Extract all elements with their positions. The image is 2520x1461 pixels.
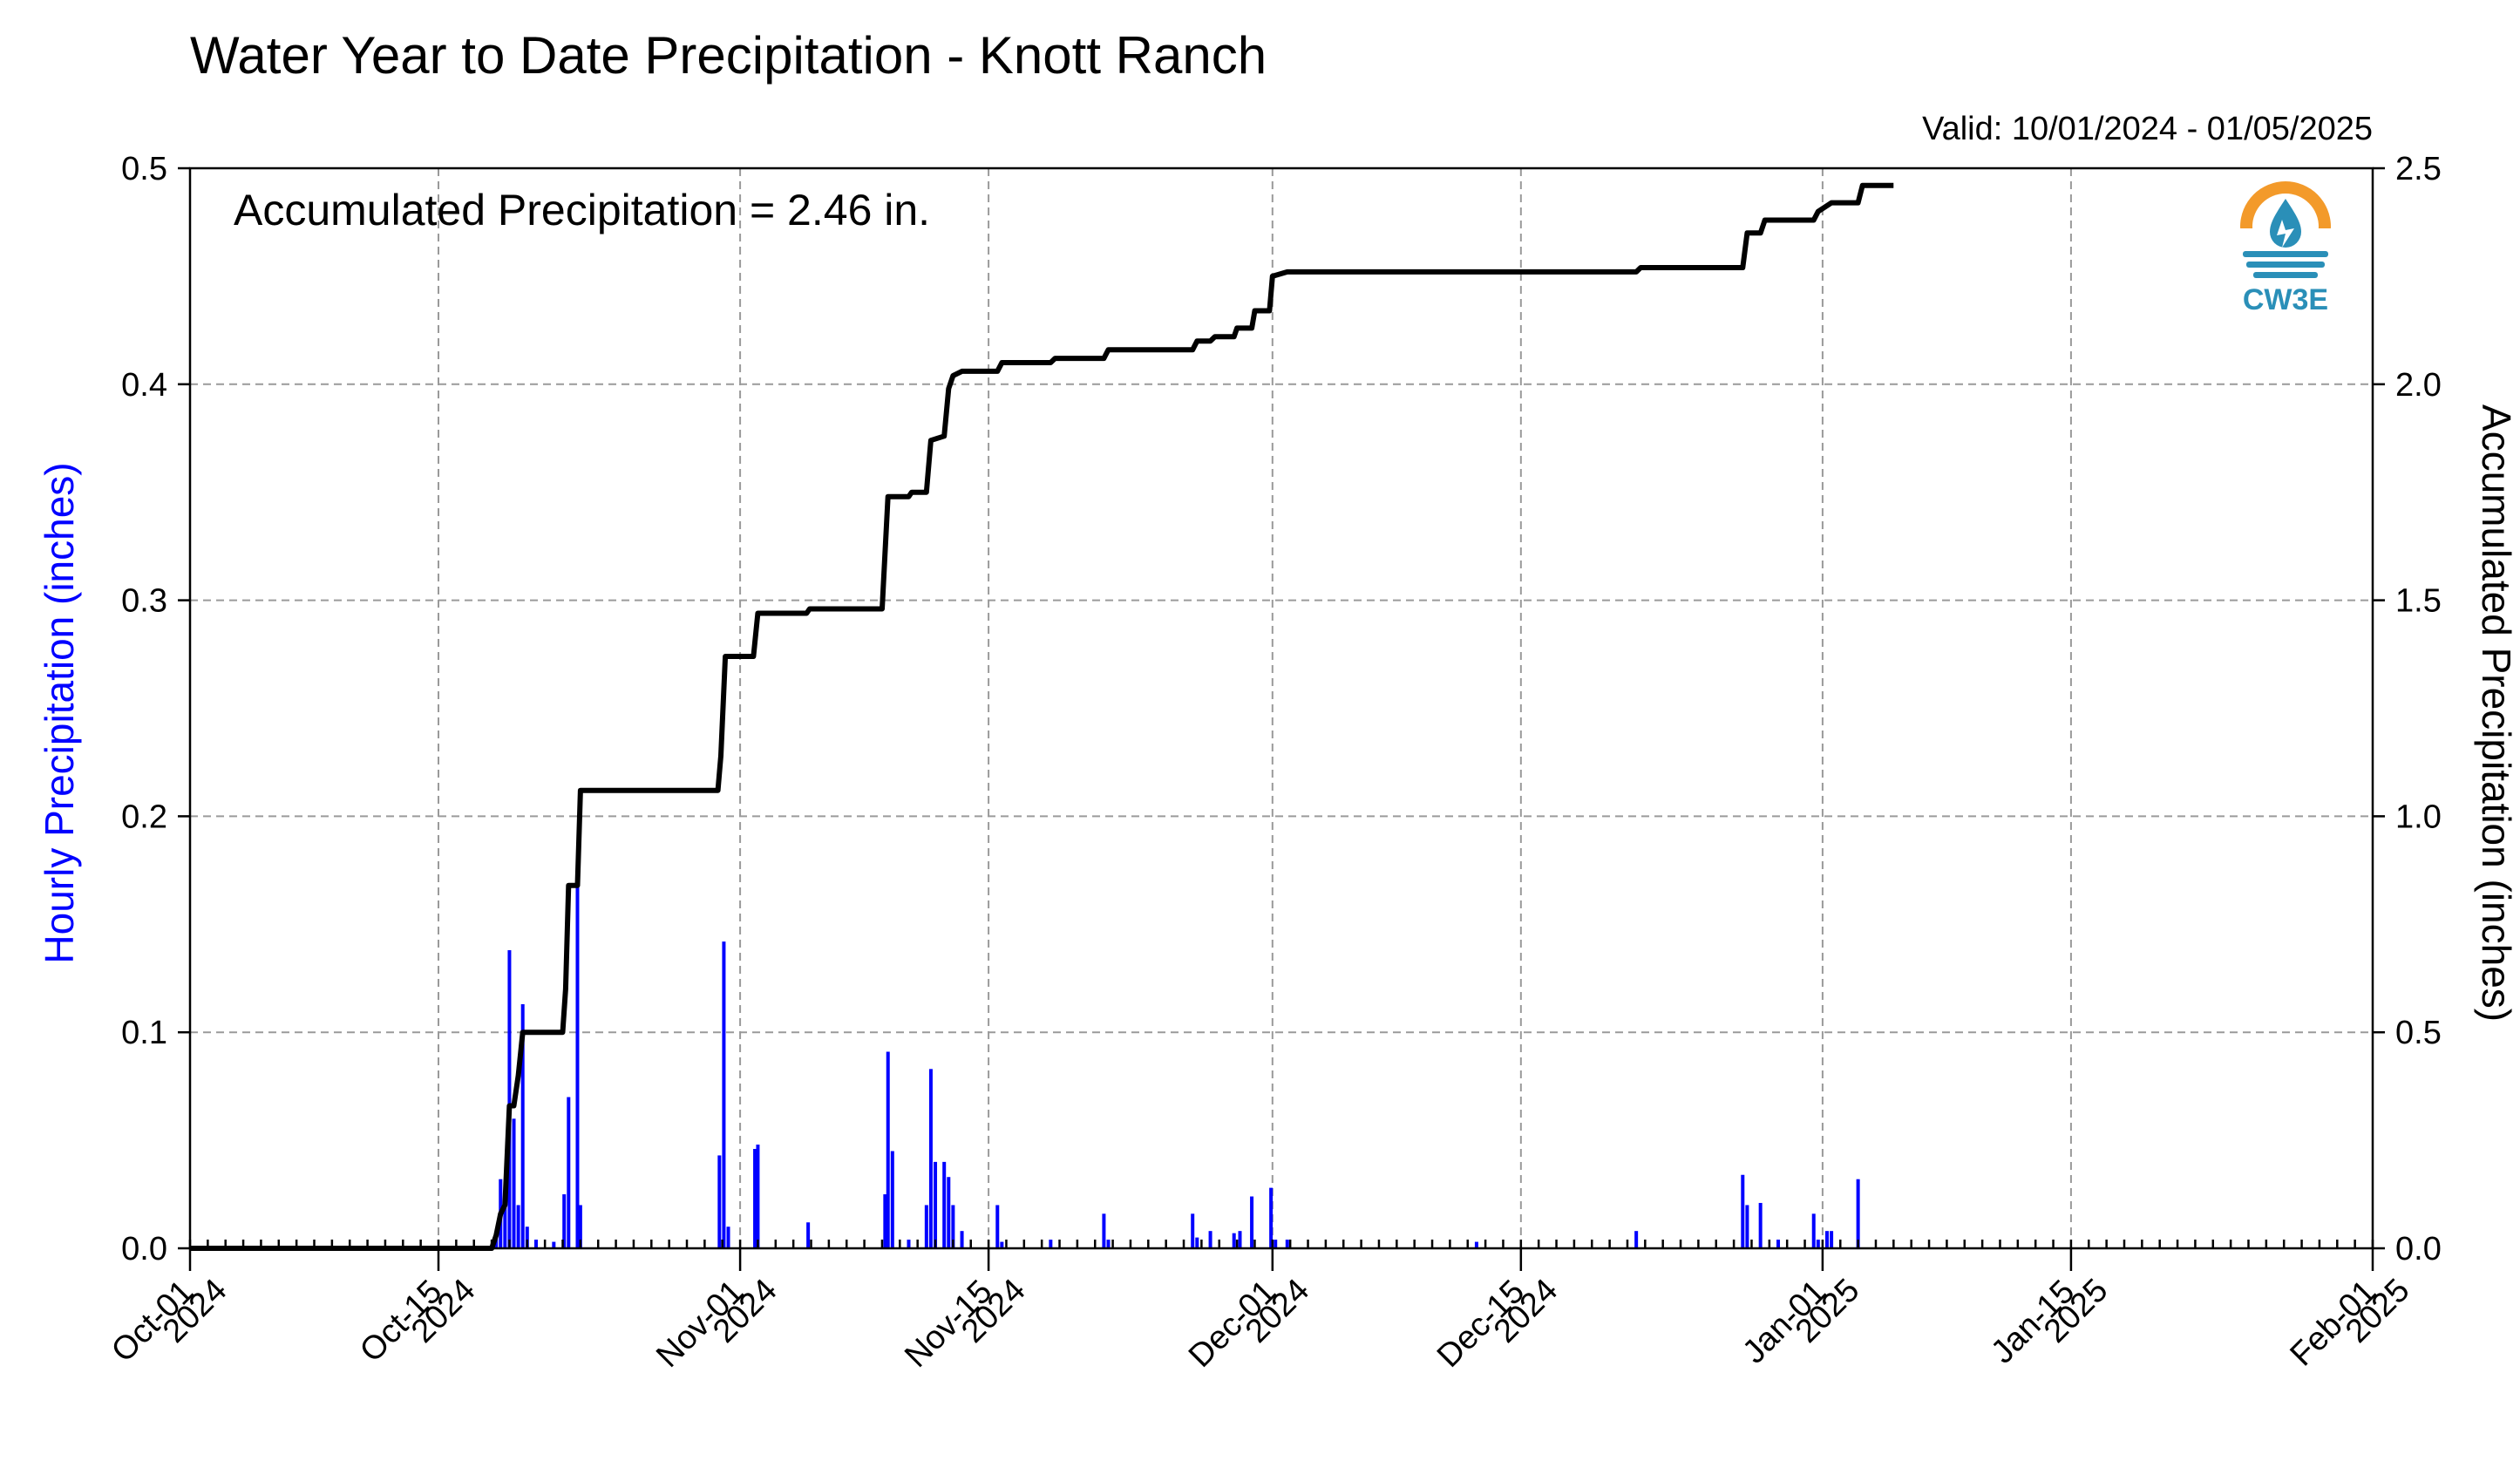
precip-bar xyxy=(995,1205,1000,1248)
precip-bar xyxy=(525,1227,529,1248)
precip-bar xyxy=(753,1149,757,1248)
precip-bar xyxy=(578,1205,582,1248)
precip-bar xyxy=(503,1205,507,1248)
precip-bar xyxy=(806,1222,811,1248)
precip-bar xyxy=(1811,1213,1816,1248)
precip-bar xyxy=(1232,1233,1236,1248)
precip-bar xyxy=(1776,1240,1781,1248)
precip-bar xyxy=(1856,1179,1860,1248)
precip-bar xyxy=(717,1155,722,1248)
logo-wave-icon xyxy=(2243,251,2328,257)
precip-bar xyxy=(533,1240,538,1248)
precip-bar xyxy=(562,1194,567,1248)
precip-bar xyxy=(1474,1241,1478,1248)
right-tick-label: 0.0 xyxy=(2395,1231,2442,1267)
precip-bar xyxy=(1274,1240,1278,1248)
precip-bar xyxy=(1049,1240,1053,1248)
right-tick-label: 2.0 xyxy=(2395,367,2442,404)
precip-bar xyxy=(512,1118,516,1248)
precip-bar xyxy=(520,1003,525,1248)
valid-date-range: Valid: 10/01/2024 - 01/05/2025 xyxy=(1922,111,2373,147)
precip-bar xyxy=(1741,1174,1745,1248)
precip-bar xyxy=(960,1231,964,1248)
precip-bar xyxy=(951,1205,955,1248)
precip-bar xyxy=(1745,1205,1749,1248)
right-tick-label: 1.5 xyxy=(2395,583,2442,620)
precip-bar xyxy=(890,1151,894,1248)
precip-bar xyxy=(567,1097,571,1248)
precip-bar xyxy=(942,1161,947,1248)
precip-bar xyxy=(907,1240,911,1248)
accumulated-total-annotation: Accumulated Precipitation = 2.46 in. xyxy=(234,186,930,234)
right-tick-label: 1.0 xyxy=(2395,798,2442,835)
chart-title: Water Year to Date Precipitation - Knott… xyxy=(190,26,1267,85)
precip-bar xyxy=(886,1051,890,1248)
precip-bar xyxy=(1000,1241,1004,1248)
left-tick-label: 0.4 xyxy=(121,367,167,404)
accumulated-line xyxy=(190,182,1894,1251)
precip-bar xyxy=(1634,1231,1639,1248)
logo-drop-icon xyxy=(2270,199,2301,248)
right-tick-label: 2.5 xyxy=(2395,151,2442,187)
left-tick-label: 0.5 xyxy=(121,151,167,187)
precip-bar xyxy=(552,1241,556,1248)
precip-bar xyxy=(1195,1237,1199,1248)
precip-bar xyxy=(924,1205,928,1248)
left-tick-label: 0.1 xyxy=(121,1015,167,1051)
precip-bar xyxy=(1269,1187,1274,1248)
logo-text: CW3E xyxy=(2243,283,2328,316)
left-tick-label: 0.2 xyxy=(121,798,167,835)
plot-frame xyxy=(188,166,2374,1250)
precip-bar xyxy=(1250,1196,1254,1248)
precip-bar xyxy=(1106,1240,1111,1248)
precip-bar xyxy=(1830,1231,1834,1248)
precip-bar xyxy=(575,885,580,1248)
precip-bar xyxy=(1285,1240,1289,1248)
hourly-precipitation-bars xyxy=(494,885,1860,1248)
precip-bar xyxy=(928,1069,933,1248)
precip-bar xyxy=(1758,1202,1763,1248)
precip-bar xyxy=(726,1227,730,1248)
precip-bar xyxy=(1238,1231,1242,1248)
right-tick-label: 0.5 xyxy=(2395,1015,2442,1051)
precip-bar xyxy=(1825,1231,1829,1248)
right-axis-label: Accumulated Precipitation (inches) xyxy=(2474,404,2519,1022)
left-tick-label: 0.0 xyxy=(121,1231,167,1267)
cw3e-logo: CW3E xyxy=(2238,181,2333,316)
left-axis-label: Hourly Precipitation (inches) xyxy=(37,462,82,963)
precip-bar xyxy=(516,1205,520,1248)
precip-bar xyxy=(1191,1213,1195,1248)
precip-bar xyxy=(1816,1240,1820,1248)
precip-bar xyxy=(947,1177,951,1248)
precip-bar xyxy=(934,1161,938,1248)
precip-bar xyxy=(756,1145,760,1248)
precip-bar xyxy=(1208,1231,1212,1248)
precip-bar xyxy=(722,941,726,1248)
precip-bar xyxy=(1102,1213,1106,1248)
logo-bolt-icon xyxy=(2277,220,2294,248)
accumulated-precipitation-series xyxy=(190,182,1894,1251)
left-tick-label: 0.3 xyxy=(121,583,167,620)
grid xyxy=(190,168,2373,1248)
precip-bar xyxy=(507,950,512,1248)
precip-bar xyxy=(883,1194,887,1248)
